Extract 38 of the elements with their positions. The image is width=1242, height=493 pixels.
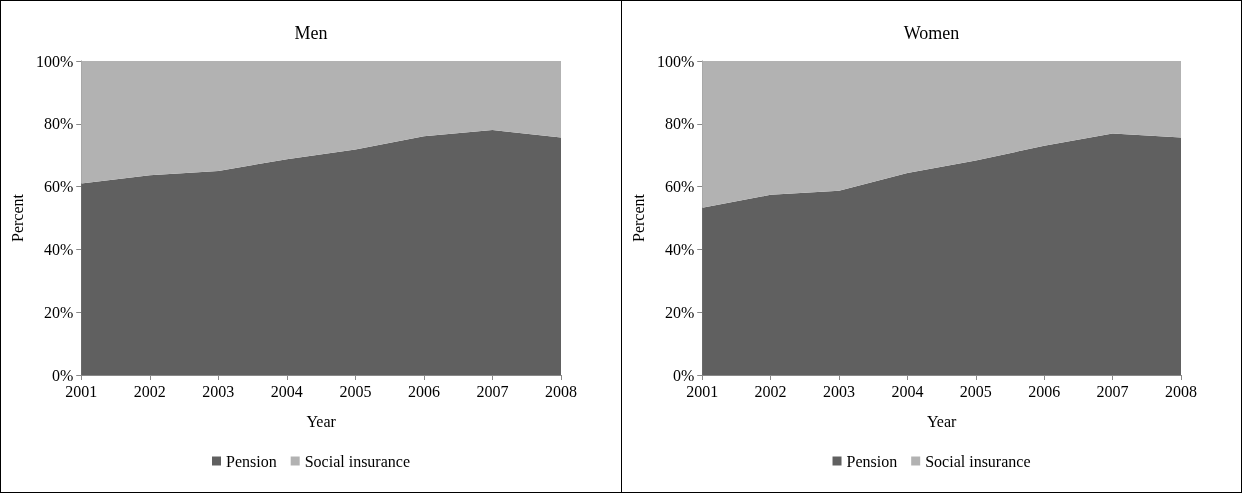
- y-tick-label: 40%: [664, 240, 695, 258]
- x-tick-label: 2004: [270, 382, 303, 400]
- y-tick-label: 40%: [43, 240, 74, 258]
- y-tick-label: 0%: [51, 366, 74, 384]
- x-tick-label: 2002: [754, 382, 787, 400]
- chart-title: Women: [903, 23, 960, 43]
- x-tick-label: 2005: [959, 382, 992, 400]
- y-tick-label: 80%: [664, 115, 695, 133]
- legend-label: Pension: [846, 452, 898, 470]
- x-tick-label: 2006: [1028, 382, 1061, 400]
- x-tick-label: 2004: [891, 382, 924, 400]
- x-tick-label: 2006: [407, 382, 440, 400]
- x-tick-label: 2005: [339, 382, 372, 400]
- x-tick-label: 2001: [686, 382, 719, 400]
- x-axis-title: Year: [926, 412, 958, 430]
- x-tick-label: 2001: [65, 382, 98, 400]
- y-tick-label: 60%: [664, 178, 695, 196]
- legend-label: Social insurance: [304, 452, 410, 470]
- x-tick-label: 2003: [823, 382, 856, 400]
- y-axis-title: Percent: [8, 193, 26, 242]
- x-axis-title: Year: [306, 412, 337, 430]
- y-tick-label: 60%: [43, 178, 74, 196]
- y-axis-title: Percent: [629, 193, 647, 242]
- y-tick-label: 100%: [35, 52, 74, 70]
- y-tick-label: 80%: [43, 115, 74, 133]
- x-tick-label: 2007: [1096, 382, 1129, 400]
- y-tick-label: 20%: [43, 303, 74, 321]
- legend-label: Social insurance: [925, 452, 1031, 470]
- x-tick-label: 2003: [202, 382, 235, 400]
- y-tick-label: 20%: [664, 303, 695, 321]
- x-tick-label: 2007: [476, 382, 509, 400]
- x-tick-label: 2008: [1165, 382, 1197, 400]
- legend-label: Pension: [226, 452, 277, 470]
- chart-title: Men: [294, 23, 328, 43]
- y-tick-label: 100%: [656, 52, 695, 70]
- y-tick-label: 0%: [672, 366, 695, 384]
- x-tick-label: 2008: [545, 382, 577, 400]
- x-tick-label: 2002: [133, 382, 166, 400]
